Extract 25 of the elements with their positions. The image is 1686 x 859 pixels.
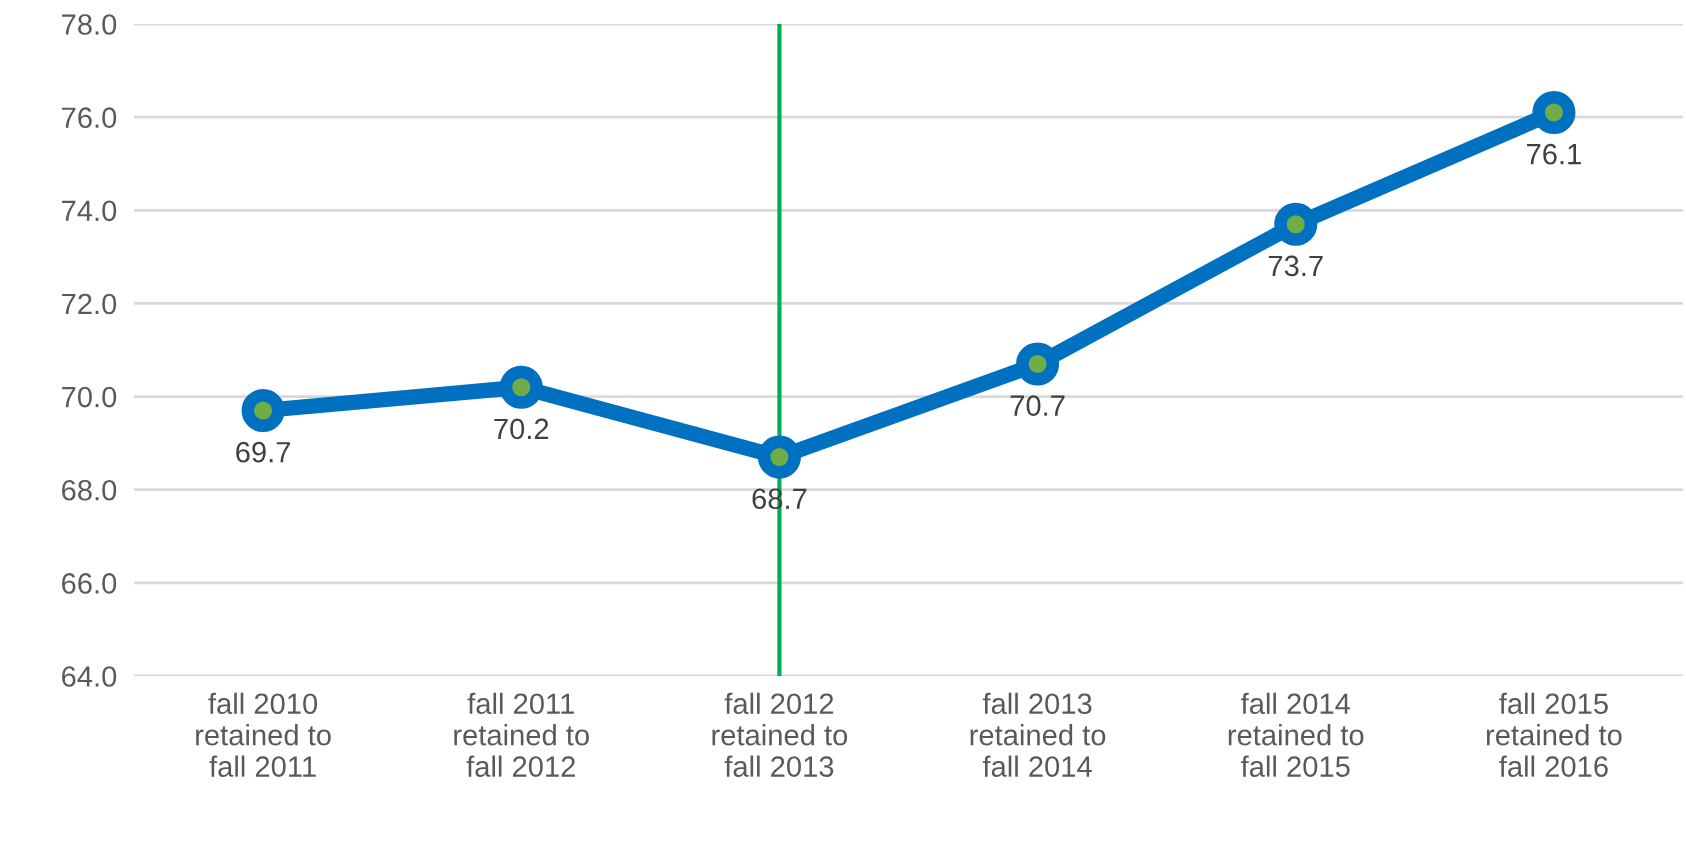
x-tick-label: fall 2012 retained to fall 2013: [712, 692, 848, 777]
y-tick-label: 68.0: [62, 479, 117, 501]
y-tick-label: 66.0: [62, 573, 117, 594]
x-tick-label: fall 2013 retained to fall 2014: [970, 692, 1106, 777]
point: [241, 389, 285, 433]
y-tick-label: 74.0: [62, 200, 117, 222]
y-tick-label: 76.0: [62, 107, 117, 128]
point: [1274, 202, 1318, 246]
y-tick-label: 72.0: [62, 293, 117, 315]
x-tick-label: fall 2011 retained to fall 2012: [454, 692, 589, 777]
point: [757, 435, 801, 479]
data-label: 70.7: [1010, 395, 1065, 416]
data-label: 69.7: [236, 441, 290, 463]
y-tick-label: 70.0: [62, 386, 117, 408]
x-tick-label: fall 2015 retained to fall 2016: [1486, 692, 1622, 777]
point: [1532, 90, 1576, 135]
data-label: 76.1: [1527, 143, 1581, 165]
y-tick-label: 64.0: [62, 666, 117, 687]
point: [1016, 342, 1060, 386]
x-tick-label: fall 2014 retained to fall 2015: [1228, 692, 1364, 777]
data-label: 73.7: [1268, 255, 1323, 277]
x-tick-label: fall 2010 retained to fall 2011: [196, 692, 331, 777]
y-tick-label: 78.0: [62, 14, 117, 35]
point: [499, 365, 543, 409]
data-label: 70.2: [494, 418, 549, 440]
